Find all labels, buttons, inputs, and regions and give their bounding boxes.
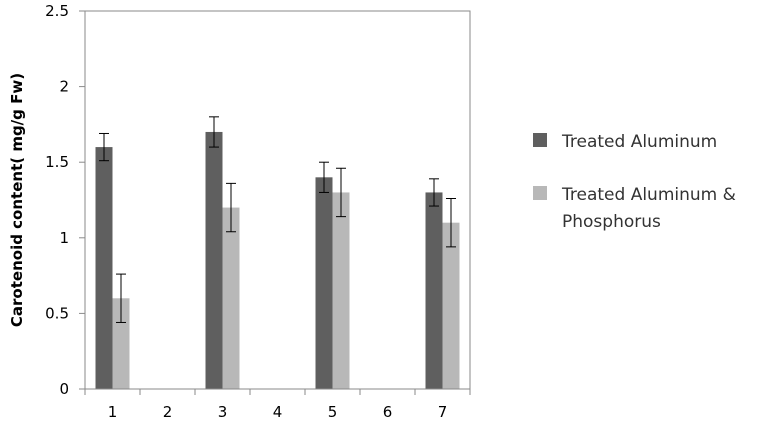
bar: [222, 207, 240, 389]
bar: [205, 131, 223, 389]
x-tick-label: 1: [108, 403, 118, 421]
x-tick-label: 3: [218, 403, 228, 421]
legend-label: Treated Aluminum &: [561, 185, 736, 205]
legend-swatch: [533, 133, 547, 147]
axes: 0 0.5 1 1.5 2 2.5 1 2 3 4 5 6 7: [45, 2, 471, 421]
y-tick-label: 1.5: [45, 153, 69, 171]
y-tick-label: 2: [59, 78, 69, 96]
bar: [112, 298, 130, 389]
bar: [95, 147, 113, 389]
x-tick-label: 7: [438, 403, 448, 421]
legend: Treated Aluminum Treated Aluminum & Phosph…: [533, 132, 736, 232]
bar: [442, 222, 460, 389]
legend-label: Phosphorus: [562, 212, 661, 232]
y-tick-label: 1: [59, 229, 69, 247]
x-tick-label: 2: [163, 403, 173, 421]
bar: [315, 177, 333, 389]
y-tick-label: 0.5: [45, 304, 69, 322]
plot-area: [95, 116, 460, 389]
x-tick-label: 4: [273, 403, 283, 421]
y-axis-label: Carotenoid content( mg/g Fw): [8, 73, 26, 327]
plot-frame: [84, 10, 471, 390]
x-tick-label: 6: [383, 403, 393, 421]
bar: [425, 192, 443, 389]
legend-label: Treated Aluminum: [561, 132, 717, 152]
bar: [332, 192, 350, 389]
y-tick-label: 0: [59, 380, 69, 398]
x-tick-label: 5: [328, 403, 338, 421]
y-tick-label: 2.5: [45, 2, 69, 20]
legend-swatch: [533, 186, 547, 200]
